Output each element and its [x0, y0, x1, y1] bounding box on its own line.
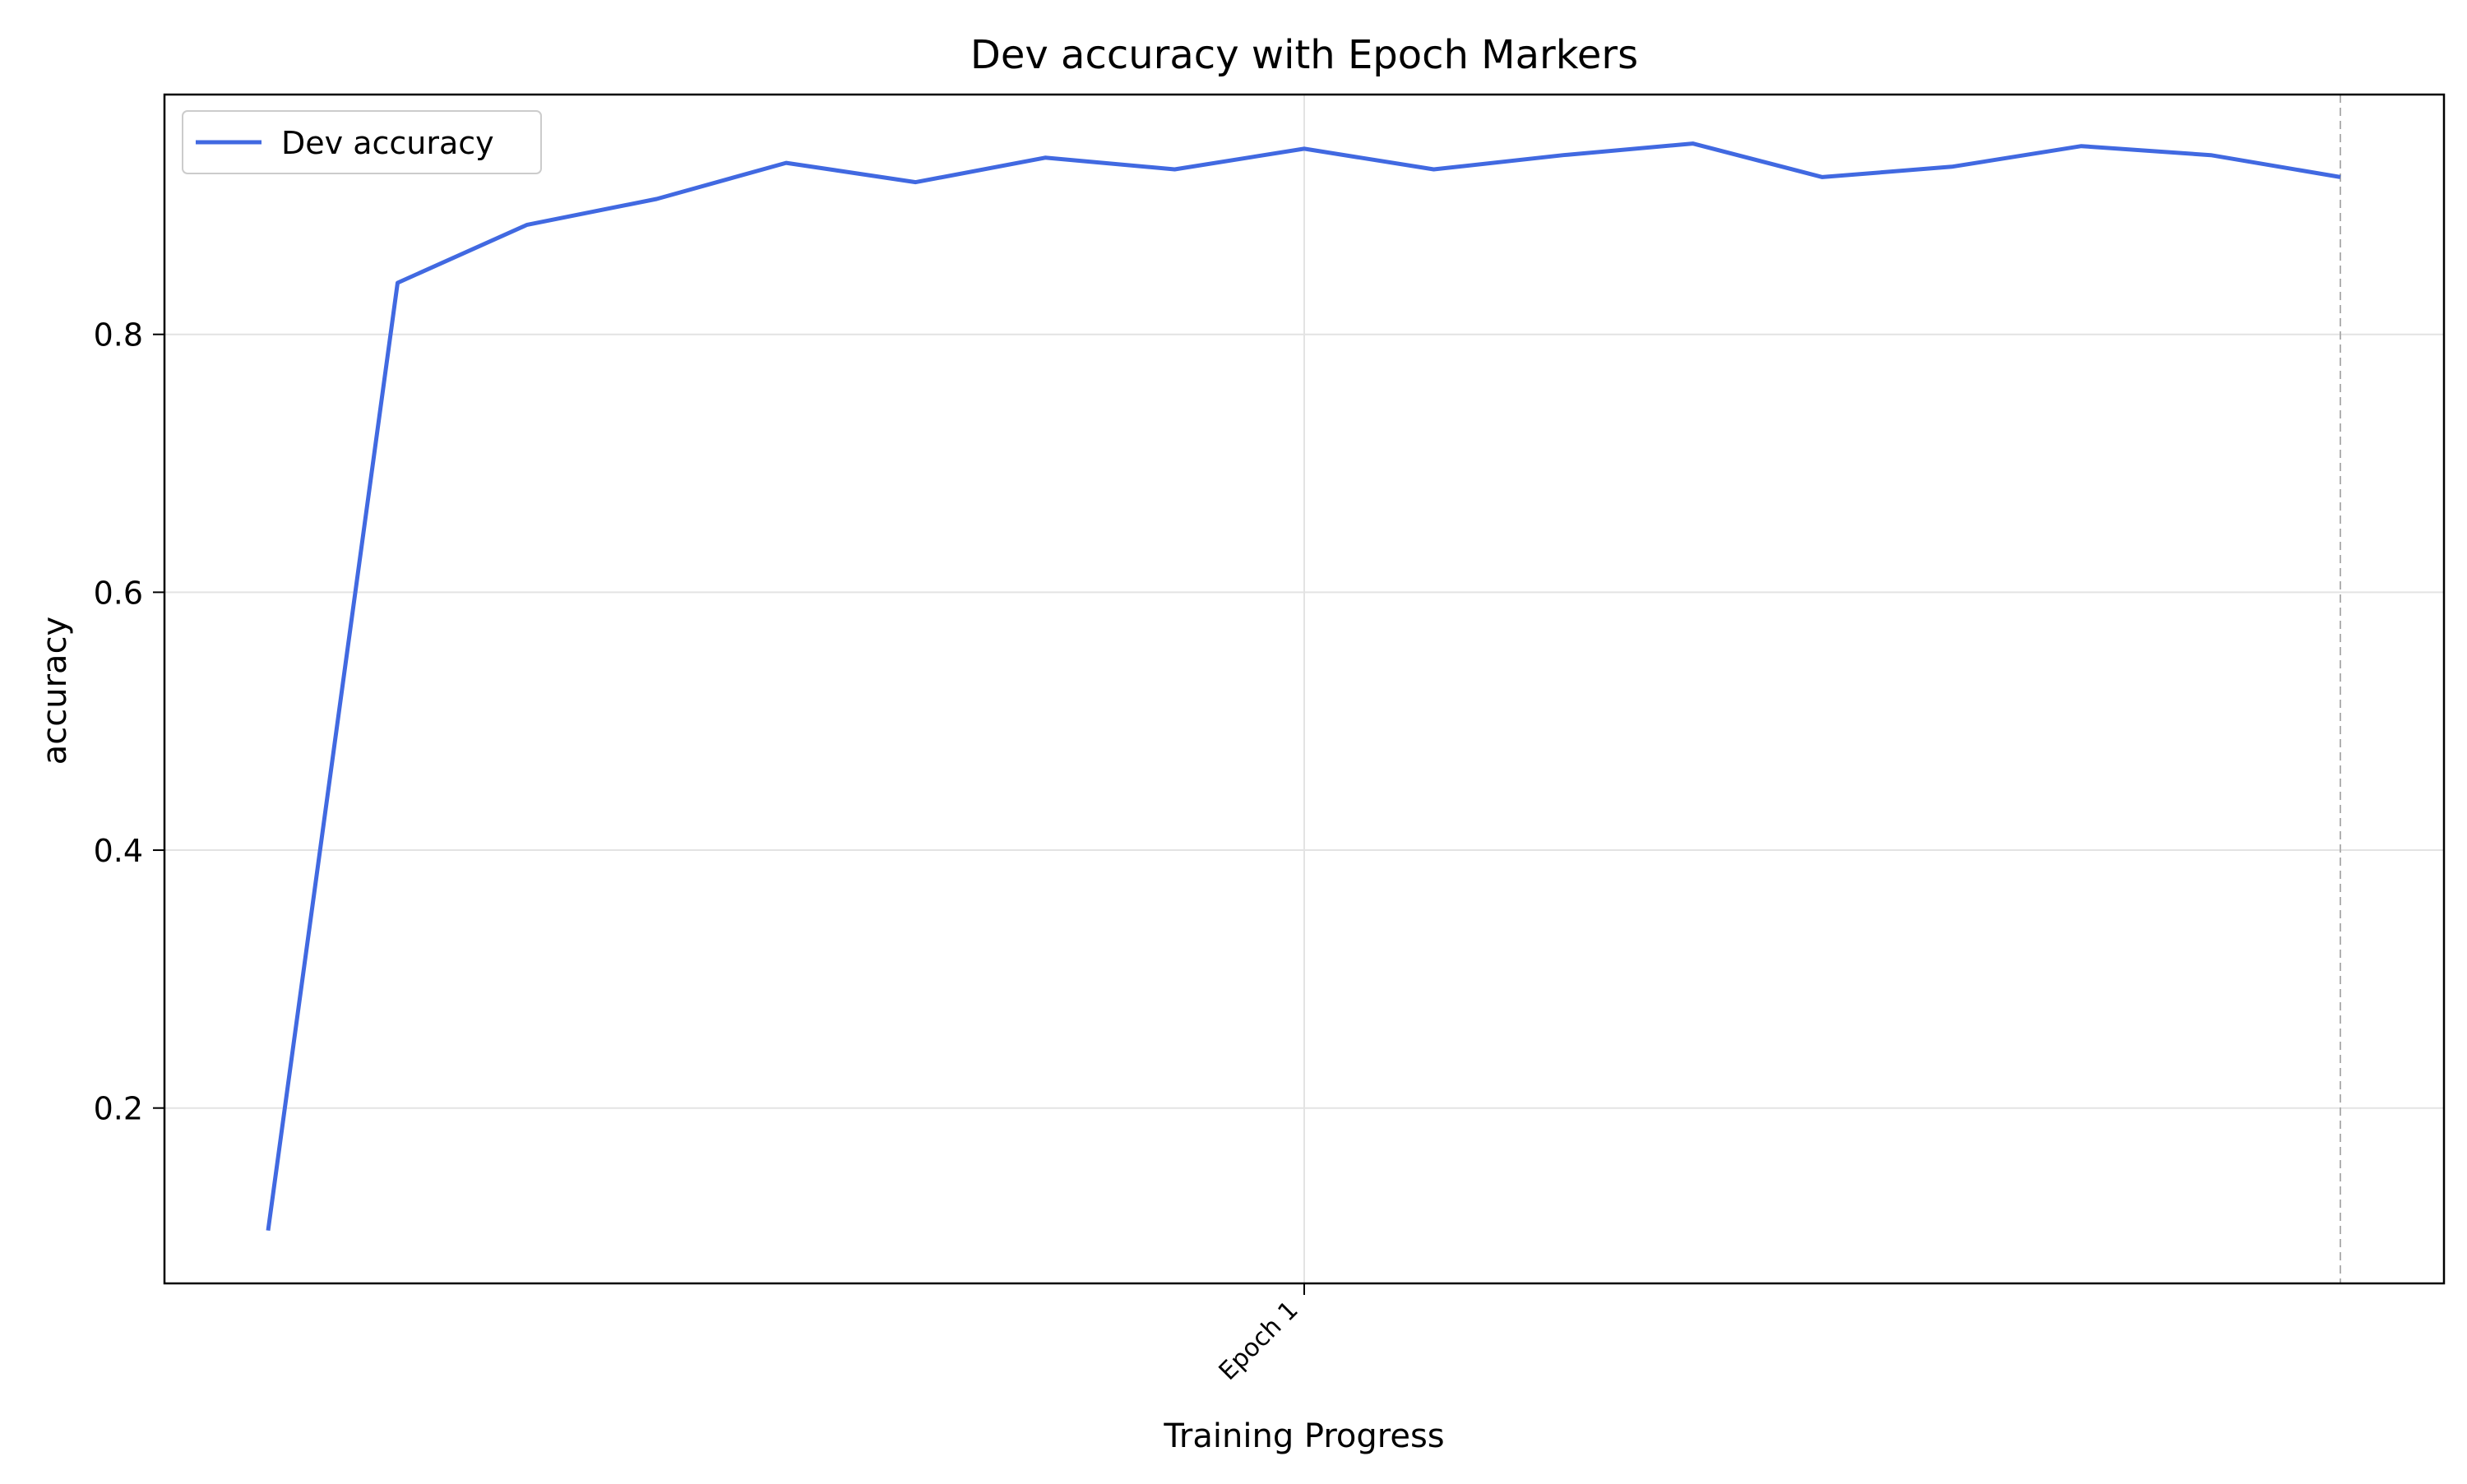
y-tick-label: 0.6 [94, 575, 143, 611]
x-axis-label: Training Progress [1163, 1417, 1444, 1455]
y-tick-label: 0.4 [94, 833, 143, 869]
legend: Dev accuracy [182, 110, 542, 174]
y-tick-label: 0.8 [94, 317, 143, 354]
y-axis-label: accuracy [36, 617, 74, 765]
grid [164, 95, 2444, 1283]
plot-frame [163, 93, 2446, 1285]
y-tick-label: 0.2 [94, 1091, 143, 1127]
series-line [266, 141, 2341, 1232]
legend-label: Dev accuracy [281, 125, 494, 161]
legend-box [182, 110, 542, 174]
series-lines [266, 141, 2341, 1232]
chart-title: Dev accuracy with Epoch Markers [970, 32, 1638, 78]
